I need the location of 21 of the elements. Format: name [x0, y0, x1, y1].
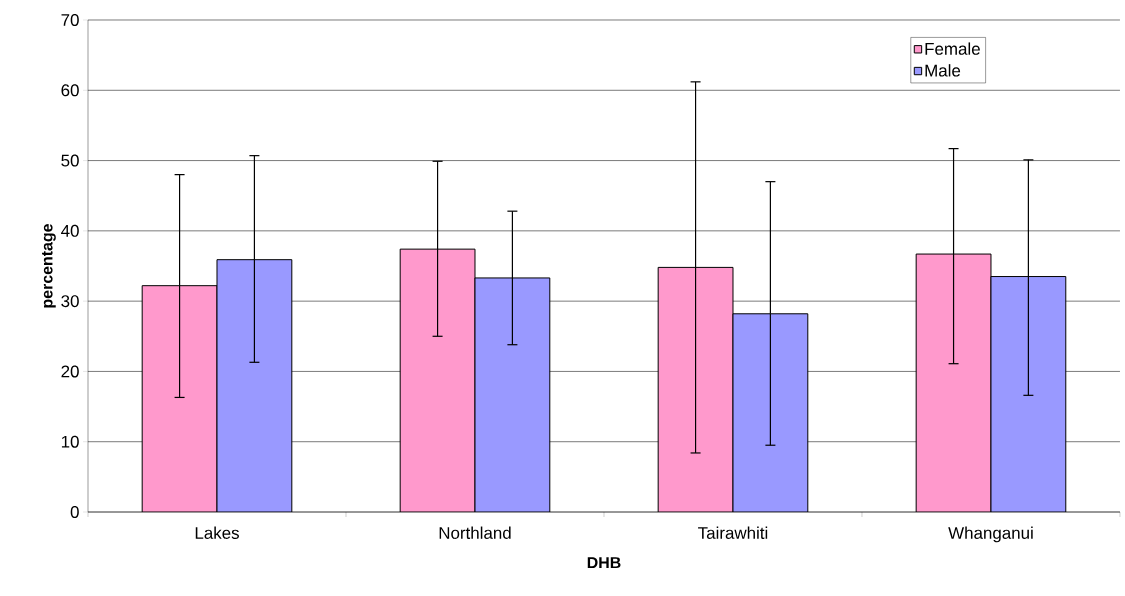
x-tick-label: Tairawhiti	[698, 526, 768, 539]
bar	[474, 277, 551, 512]
bar	[141, 285, 218, 512]
y-tick-label: 40	[61, 224, 79, 237]
x-tick-label: Lakes	[195, 526, 239, 539]
bar	[915, 253, 992, 512]
x-tick-label: Northland	[439, 526, 511, 539]
bar	[216, 259, 293, 512]
x-tick-label: Whanganui	[948, 526, 1033, 543]
y-tick-label: 50	[61, 154, 79, 167]
y-axis-title: percentage	[42, 224, 56, 308]
y-tick-label: 0	[70, 506, 79, 518]
y-tick-label: 30	[61, 295, 79, 308]
y-tick-label: 70	[61, 14, 79, 26]
bar	[399, 248, 476, 512]
x-axis-title: DHB	[587, 557, 621, 569]
y-tick-label: 10	[61, 435, 79, 448]
y-tick-label: 20	[61, 365, 79, 378]
legend-label: Male	[925, 64, 961, 77]
y-tick-label: 60	[61, 84, 79, 97]
legend-label: Female	[925, 42, 980, 55]
